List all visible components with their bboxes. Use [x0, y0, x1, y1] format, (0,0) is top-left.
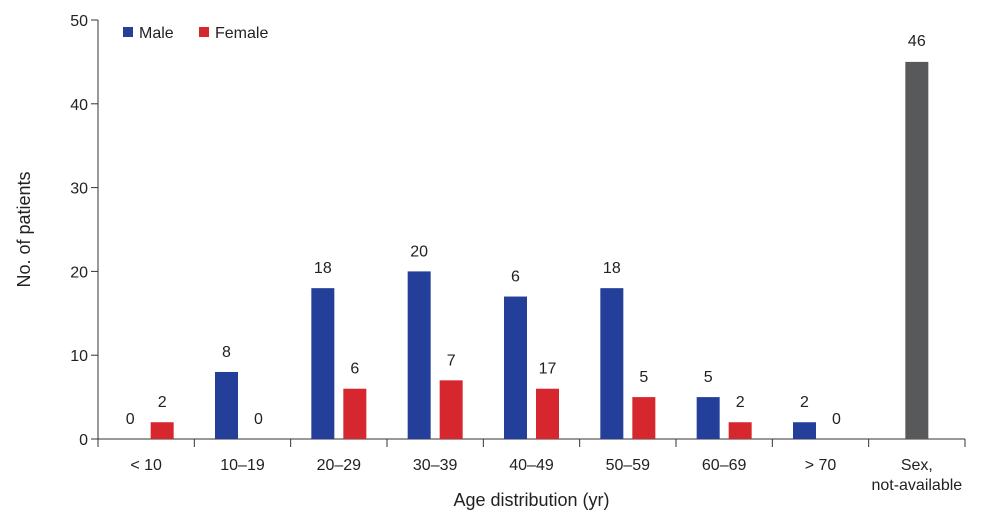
bar-female [439, 380, 463, 439]
x-tick-label: 30–39 [413, 457, 458, 474]
x-tick-label-line: 10–19 [220, 457, 265, 474]
bar-male [600, 288, 624, 439]
bar-male [311, 288, 335, 439]
x-tick-label-line: 30–39 [413, 457, 458, 474]
bar-male-label: 20 [410, 243, 428, 260]
x-tick-label-line: 40–49 [509, 457, 554, 474]
bar-male-label: 0 [126, 411, 135, 428]
y-tick-label: 40 [70, 97, 88, 114]
x-tick-label: < 10 [130, 457, 162, 474]
bar-female-label: 6 [350, 361, 359, 378]
x-tick-label-line: < 10 [130, 457, 162, 474]
y-tick-label: 0 [79, 432, 88, 449]
bar-female [536, 388, 559, 439]
bar-male-label: 18 [603, 260, 621, 277]
y-tick-label: 20 [70, 264, 88, 281]
legend-swatch-female [199, 27, 209, 37]
x-tick-label: 40–49 [509, 457, 554, 474]
bar-female [632, 397, 656, 439]
bar-female [728, 422, 752, 439]
bar-female-label: 7 [447, 352, 456, 369]
y-tick-label: 30 [70, 181, 88, 198]
bar-male [696, 397, 720, 439]
y-axis-title: No. of patients [14, 171, 34, 287]
bar-female-label: 5 [639, 369, 648, 386]
bar-female [343, 388, 367, 439]
bar-male [407, 271, 431, 439]
bar-female-label: 0 [254, 411, 263, 428]
x-tick-label-line: not-available [871, 477, 962, 494]
y-tick-label: 10 [70, 348, 88, 365]
bar-sex-not-available [905, 61, 929, 440]
x-tick-label-line: 20–29 [317, 457, 362, 474]
x-tick-label: Sex, not-available [871, 457, 962, 494]
bar-male [215, 371, 238, 439]
bar-female-label: 2 [158, 394, 167, 411]
x-tick-label-line: 60–69 [702, 457, 747, 474]
bar-male [793, 422, 816, 439]
bar-female-label: 17 [539, 361, 557, 378]
x-axis-title: Age distribution (yr) [453, 490, 609, 510]
legend-swatch-male [123, 27, 133, 37]
legend-label-male: Male [139, 25, 174, 42]
bar-female [150, 422, 174, 439]
bar-sex-not-available-label: 46 [908, 33, 926, 50]
legend-label-female: Female [215, 25, 268, 42]
bar-male-label: 5 [704, 369, 713, 386]
x-tick-label-line: 50–59 [606, 457, 651, 474]
x-tick-label: 20–29 [317, 457, 362, 474]
y-tick-label: 50 [70, 13, 88, 30]
bar-male-label: 2 [800, 394, 809, 411]
bar-male-label: 6 [511, 269, 520, 286]
x-tick-label: 60–69 [702, 457, 747, 474]
x-tick-label: > 70 [805, 457, 837, 474]
bar-male-label: 8 [222, 344, 231, 361]
bar-male-label: 18 [314, 260, 332, 277]
bar-female-label: 0 [832, 411, 841, 428]
x-tick-label: 10–19 [220, 457, 265, 474]
bar-female-label: 2 [736, 394, 745, 411]
x-tick-label-line: > 70 [805, 457, 837, 474]
x-tick-label: 50–59 [606, 457, 651, 474]
bar-male [504, 296, 527, 439]
x-tick-label-line: Sex, [901, 457, 933, 474]
